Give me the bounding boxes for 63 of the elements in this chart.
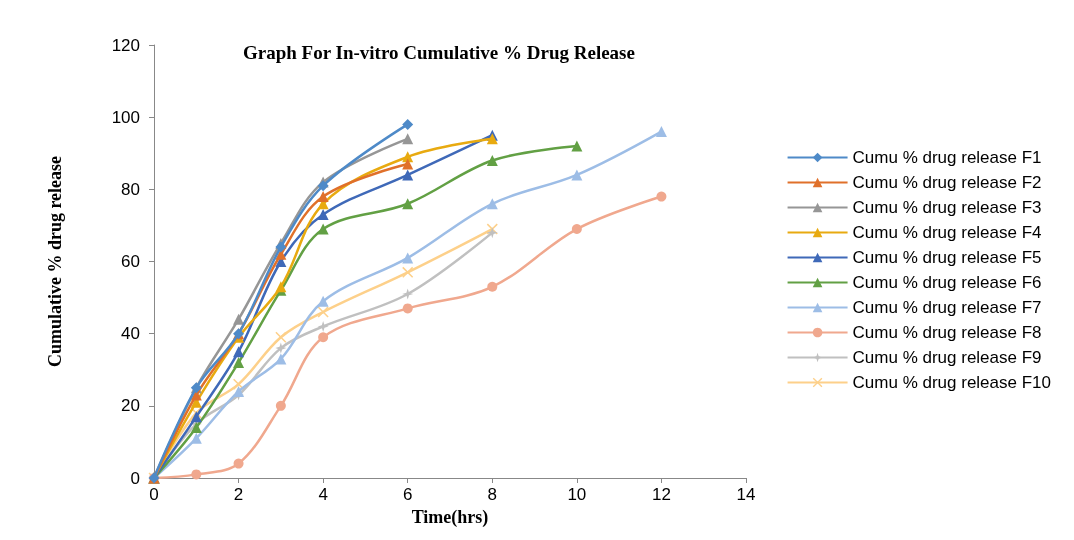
legend-label: Cumu % drug release F1 bbox=[852, 148, 1042, 167]
point bbox=[486, 154, 498, 166]
y-tick-label: 0 bbox=[130, 468, 140, 488]
point bbox=[571, 169, 583, 181]
x-tick-label: 12 bbox=[651, 485, 671, 504]
point bbox=[233, 458, 244, 469]
point bbox=[318, 332, 329, 343]
point bbox=[402, 118, 414, 130]
point bbox=[233, 357, 245, 369]
x-axis-title: Time(hrs) bbox=[411, 506, 489, 528]
x-tick-label: 14 bbox=[736, 485, 756, 504]
point bbox=[233, 385, 245, 397]
point bbox=[402, 252, 414, 264]
y-tick-label: 120 bbox=[111, 35, 140, 55]
y-tick-label: 40 bbox=[121, 324, 140, 344]
point bbox=[317, 209, 329, 221]
y-tick-label: 20 bbox=[121, 396, 140, 416]
point bbox=[317, 223, 329, 235]
legend-label: Cumu % drug release F5 bbox=[852, 248, 1042, 267]
x-tick-label: 2 bbox=[233, 485, 244, 504]
point bbox=[486, 198, 498, 210]
legend-label: Cumu % drug release F8 bbox=[852, 323, 1042, 342]
point bbox=[191, 469, 202, 480]
point bbox=[275, 342, 287, 354]
legend-label: Cumu % drug release F6 bbox=[852, 273, 1042, 292]
y-tick-label: 100 bbox=[111, 107, 140, 127]
legend-label: Cumu % drug release F9 bbox=[852, 348, 1042, 367]
point bbox=[317, 191, 329, 203]
point bbox=[656, 191, 667, 202]
point bbox=[487, 281, 498, 292]
y-tick-label: 80 bbox=[121, 179, 140, 199]
legend-label: Cumu % drug release F3 bbox=[852, 198, 1042, 217]
legend-label: Cumu % drug release F2 bbox=[852, 173, 1042, 192]
point bbox=[402, 169, 414, 181]
point bbox=[233, 346, 245, 358]
point bbox=[402, 303, 413, 314]
point bbox=[317, 320, 329, 332]
x-tick-label: 10 bbox=[567, 485, 587, 504]
point bbox=[571, 140, 583, 152]
point bbox=[402, 288, 414, 300]
x-tick-label: 8 bbox=[487, 485, 498, 504]
point bbox=[486, 133, 498, 145]
point bbox=[402, 266, 414, 278]
x-tick-label: 4 bbox=[318, 485, 328, 504]
point bbox=[275, 353, 287, 365]
point bbox=[275, 241, 287, 253]
point bbox=[655, 126, 667, 138]
y-axis-title: Cumulative % drug release bbox=[45, 155, 65, 368]
legend-label: Cumu % drug release F7 bbox=[852, 298, 1042, 317]
point bbox=[190, 411, 202, 423]
point bbox=[402, 198, 414, 210]
point bbox=[275, 400, 286, 411]
x-tick-label: 0 bbox=[149, 485, 159, 504]
chart-title: Graph For In-vitro Cumulative % Drug Release bbox=[243, 42, 635, 63]
point bbox=[317, 180, 329, 192]
point bbox=[486, 227, 498, 239]
x-tick-label: 6 bbox=[402, 485, 413, 504]
legend-label: Cumu % drug release F4 bbox=[852, 223, 1042, 242]
point bbox=[402, 133, 414, 145]
point bbox=[571, 224, 582, 235]
y-tick-label: 60 bbox=[121, 252, 140, 271]
point bbox=[402, 158, 414, 170]
legend-label: Cumu % drug release F10 bbox=[852, 373, 1052, 392]
